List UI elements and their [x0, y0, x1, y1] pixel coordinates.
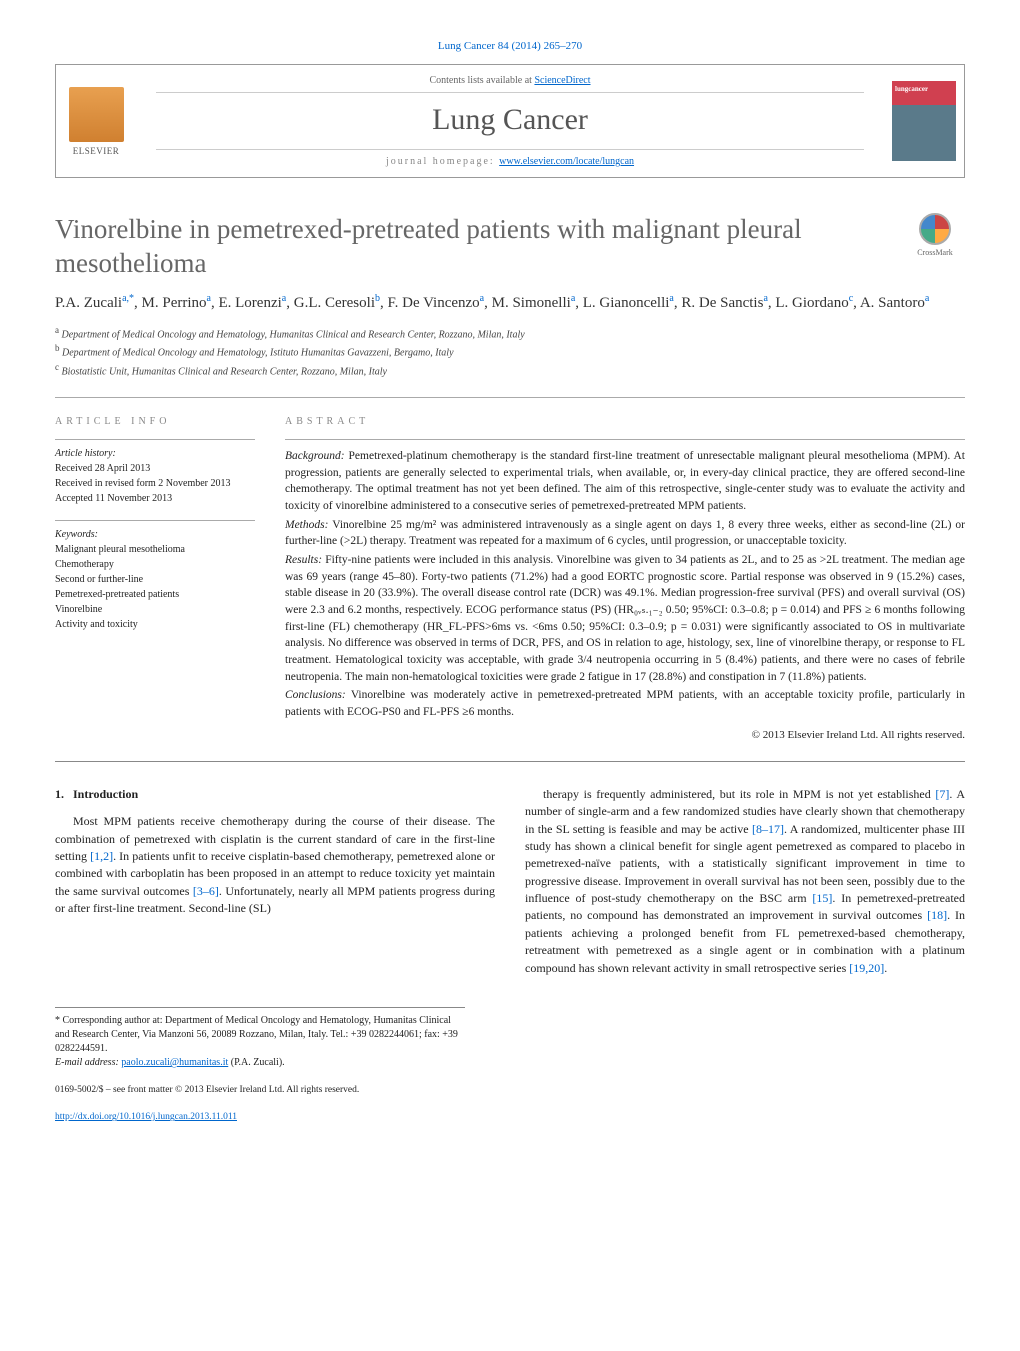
elsevier-logo: ELSEVIER	[56, 65, 136, 177]
history-line: Received in revised form 2 November 2013	[55, 476, 255, 491]
history-label: Article history:	[55, 446, 255, 461]
abstract-body: Background: Pemetrexed-platinum chemothe…	[285, 439, 965, 721]
issn-line: 0169-5002/$ – see front matter © 2013 El…	[55, 1084, 965, 1097]
corresponding-email-link[interactable]: paolo.zucali@humanitas.it	[121, 1057, 228, 1068]
sciencedirect-link[interactable]: ScienceDirect	[534, 75, 590, 86]
doi-link[interactable]: http://dx.doi.org/10.1016/j.lungcan.2013…	[55, 1112, 237, 1122]
citation-link[interactable]: [15]	[812, 891, 832, 905]
body-text: 1. Introduction Most MPM patients receiv…	[55, 786, 965, 977]
journal-name: Lung Cancer	[156, 103, 864, 137]
abstract-copyright: © 2013 Elsevier Ireland Ltd. All rights …	[285, 729, 965, 741]
citation-link[interactable]: [8–17]	[752, 822, 784, 836]
article-history: Article history: Received 28 April 2013R…	[55, 439, 255, 506]
keyword: Chemotherapy	[55, 557, 255, 572]
journal-cover	[884, 65, 964, 177]
citation-link[interactable]: [1,2]	[90, 849, 113, 863]
email-line: E-mail address: paolo.zucali@humanitas.i…	[55, 1056, 465, 1070]
citation-link[interactable]: [7]	[935, 787, 949, 801]
cover-thumbnail-icon	[892, 81, 956, 161]
affiliations: a Department of Medical Oncology and Hem…	[55, 324, 965, 379]
keyword: Malignant pleural mesothelioma	[55, 542, 255, 557]
keyword: Vinorelbine	[55, 602, 255, 617]
keyword: Second or further-line	[55, 572, 255, 587]
email-label: E-mail address:	[55, 1057, 121, 1068]
keywords-block: Keywords: Malignant pleural mesothelioma…	[55, 520, 255, 632]
article-title: Vinorelbine in pemetrexed-pretreated pat…	[55, 213, 885, 281]
page-citation: Lung Cancer 84 (2014) 265–270	[55, 40, 965, 52]
homepage-prefix: journal homepage:	[386, 156, 499, 167]
elsevier-label: ELSEVIER	[73, 146, 120, 156]
abstract-heading: abstract	[285, 416, 965, 427]
section-title: Introduction	[73, 787, 138, 801]
keyword: Pemetrexed-pretreated patients	[55, 587, 255, 602]
keyword: Activity and toxicity	[55, 617, 255, 632]
citation-link[interactable]: [18]	[927, 908, 947, 922]
keywords-label: Keywords:	[55, 527, 255, 542]
homepage-line: journal homepage: www.elsevier.com/locat…	[156, 149, 864, 167]
section-number: 1.	[55, 787, 64, 801]
citation-link[interactable]: [19,20]	[849, 961, 884, 975]
crossmark-label: CrossMark	[917, 248, 953, 257]
contents-available: Contents lists available at ScienceDirec…	[156, 75, 864, 93]
history-line: Received 28 April 2013	[55, 461, 255, 476]
crossmark-icon	[919, 213, 951, 245]
doi-line: http://dx.doi.org/10.1016/j.lungcan.2013…	[55, 1111, 965, 1124]
citation-link[interactable]: [3–6]	[193, 884, 219, 898]
article-info-heading: article info	[55, 416, 255, 427]
section-heading: 1. Introduction	[55, 786, 495, 803]
abstract-column: abstract Background: Pemetrexed-platinum…	[285, 416, 965, 741]
corresponding-author-note: * Corresponding author at: Department of…	[55, 1014, 465, 1056]
author-list: P.A. Zucalia,*, M. Perrinoa, E. Lorenzia…	[55, 291, 965, 315]
divider	[55, 397, 965, 398]
elsevier-tree-icon	[69, 87, 124, 142]
body-paragraph: Most MPM patients receive chemotherapy d…	[55, 813, 495, 917]
journal-header: ELSEVIER Contents lists available at Sci…	[55, 64, 965, 178]
article-info-column: article info Article history: Received 2…	[55, 416, 255, 741]
divider-strong	[55, 761, 965, 762]
crossmark-badge[interactable]: CrossMark	[905, 213, 965, 257]
contents-prefix: Contents lists available at	[429, 75, 534, 86]
body-paragraph: therapy is frequently administered, but …	[525, 786, 965, 977]
email-suffix: (P.A. Zucali).	[228, 1057, 284, 1068]
homepage-link[interactable]: www.elsevier.com/locate/lungcan	[499, 156, 634, 167]
footnotes: * Corresponding author at: Department of…	[55, 1007, 465, 1070]
history-line: Accepted 11 November 2013	[55, 491, 255, 506]
